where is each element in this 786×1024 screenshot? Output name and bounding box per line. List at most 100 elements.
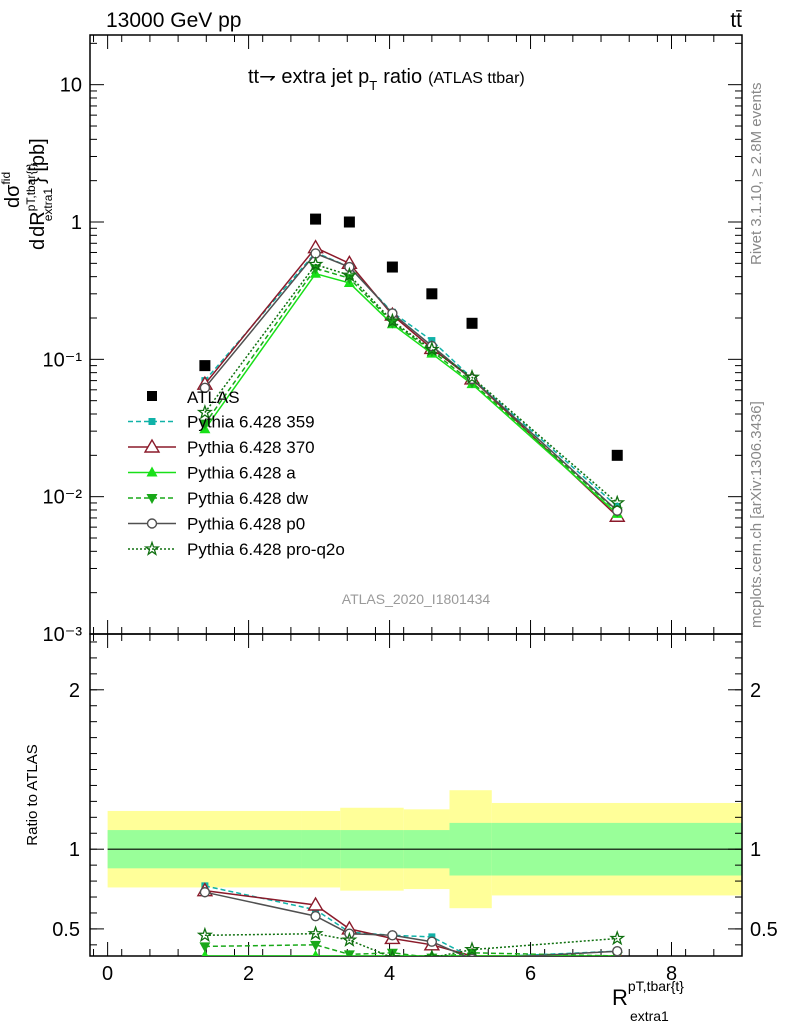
y-tick-label-ratio: 1 (69, 839, 80, 861)
y-tick-label-ratio-right: 1 (750, 839, 761, 861)
ratio-marker (310, 940, 322, 951)
data-point (199, 360, 211, 372)
mcplots-label: mcplots.cern.ch [arXiv:1306.3436] (748, 401, 765, 628)
legend-label: Pythia 6.428 a (187, 464, 296, 483)
y-tick-label-ratio-right: 2 (750, 680, 761, 702)
plot-title: tt⇁ extra jet pT ratio (ATLAS ttbar) (248, 66, 525, 93)
xlabel-base: R (612, 985, 628, 1010)
analysis-watermark: ATLAS_2020_I1801434 (342, 591, 491, 607)
legend: ATLAS Pythia 6.428 359 Pythia 6.428 370 Pyt… (128, 388, 345, 559)
plot-title-tail: ratio (383, 66, 422, 88)
uncertainty-bands (107, 790, 742, 909)
ratio-frame (89, 633, 743, 957)
ratio-marker (199, 942, 211, 953)
ylabel-num-sup: fid (0, 172, 13, 185)
ratio-marker (612, 946, 623, 956)
y-tick-label-ratio: 0.5 (52, 919, 80, 941)
rivet-version-label: Rivet 3.1.10, ≥ 2.8M events (748, 83, 765, 266)
x-tick-label: 4 (384, 963, 395, 985)
ratio-marker (341, 931, 358, 947)
ratio-marker (387, 930, 398, 941)
ylabel-den: dR (27, 211, 49, 237)
legend-marker-data (147, 391, 157, 401)
series-marker (307, 256, 324, 272)
ratio-marker (307, 925, 324, 941)
ratio-line (204, 891, 618, 956)
legend-label: Pythia 6.428 pro-q2o (187, 540, 345, 559)
ratio-marker (199, 887, 211, 898)
ratio-marker (201, 950, 209, 956)
series-marker (384, 312, 401, 328)
legend-label: Pythia 6.428 359 (187, 413, 315, 432)
ylabel-den-sup: pT,tbar{t} (24, 163, 38, 211)
legend-marker (148, 418, 156, 425)
plot-title-small: (ATLAS ttbar) (428, 70, 525, 87)
data-point (426, 288, 438, 300)
ratio-marker (464, 941, 481, 956)
x-tick-label: 6 (525, 963, 536, 985)
xlabel-sup: pT,tbar{t} (628, 978, 684, 994)
y-tick-label-ratio: 2 (69, 680, 80, 702)
series-marker (341, 266, 358, 282)
ratio-marker (467, 953, 477, 956)
ylabel-suffix: } [pb] (27, 138, 49, 184)
series-ratio (199, 887, 623, 956)
legend-marker (143, 540, 161, 556)
energy-label: 13000 GeV pp (106, 9, 241, 32)
legend-label: Pythia 6.428 p0 (187, 515, 305, 534)
ratio-marker (426, 936, 438, 947)
ratio-marker (423, 949, 440, 956)
y-tick-label-main: 10⁻² (43, 487, 83, 509)
data-point (466, 317, 478, 329)
data-points (199, 213, 623, 461)
series-marker (423, 341, 440, 357)
ratio-marker (343, 950, 355, 956)
svg-text:ddRpT,tbar{t}extra1} [pb]: d dRpT,tbar{t} extra1 } [pb] (24, 138, 55, 250)
svg-text:dσfid: dσfid (0, 172, 24, 208)
y-tick-label-ratio-right: 0.5 (750, 919, 778, 941)
series-marker (196, 403, 213, 420)
ratio-marker (384, 949, 401, 956)
process-label: tt̄ (730, 9, 742, 32)
series-line (204, 263, 618, 504)
ratio-marker (196, 926, 213, 943)
x-tick-label: 0 (102, 963, 113, 985)
series-marker (464, 368, 481, 385)
legend-marker (143, 438, 161, 453)
ratio-marker (307, 896, 324, 911)
y-axis-label-main: d dRpT,tbar{t} extra1 } [pb] dσfid (0, 138, 55, 250)
series-main (196, 256, 626, 510)
y-axis-label-ratio: Ratio to ATLAS (24, 744, 41, 845)
y-tick-label-main: 10⁻¹ (43, 349, 83, 371)
series-marker (609, 494, 626, 510)
y-tick-label-main: 1 (71, 212, 82, 234)
ratio-marker (310, 910, 321, 922)
ratio-marker (312, 950, 319, 956)
data-point (343, 216, 355, 228)
ratio-line (204, 889, 618, 956)
series-marker (199, 419, 211, 430)
y-tick-label-main: 10⁻³ (43, 624, 83, 646)
ratio-line (204, 885, 618, 956)
data-point (611, 449, 623, 461)
legend-label: Pythia 6.428 dw (187, 489, 309, 508)
ratio-marker (609, 930, 626, 946)
data-point (386, 261, 398, 273)
ylabel-num: dσ (2, 184, 24, 208)
plot-title-sub: T (369, 78, 377, 93)
plot-layer: 0 2 4 6 8 10⁻³ 10⁻² 10⁻¹ 1 10 0.5 0.5 1 1 2 2 ATLAS Pythi… (43, 34, 778, 985)
legend-marker (146, 494, 158, 504)
y-tick-label-main: 10 (60, 75, 82, 97)
plot-title-main: tt⇁ extra jet p (248, 66, 369, 88)
data-point (310, 213, 322, 225)
legend-marker (146, 466, 158, 477)
ylabel-prefix: d (27, 239, 49, 250)
x-tick-label: 8 (666, 963, 677, 985)
series-ratio (196, 925, 626, 956)
legend-marker (146, 518, 158, 529)
series-marker (199, 382, 211, 394)
legend-label-data: ATLAS (187, 388, 240, 407)
x-tick-label: 2 (243, 963, 254, 985)
ylabel-den-sub: extra1 (41, 188, 55, 222)
